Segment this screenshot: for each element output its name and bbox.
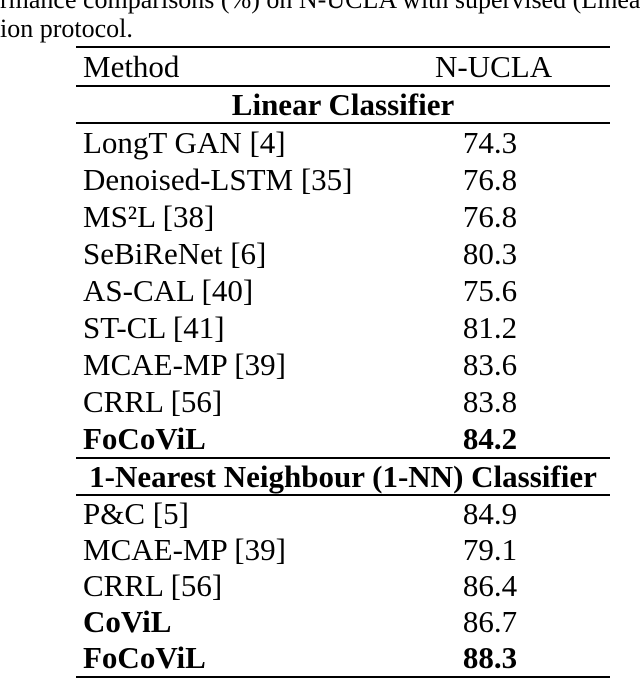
top-rule xyxy=(76,46,610,48)
table-row: FoCoViL 88.3 xyxy=(76,640,610,676)
table-row: FoCoViL 84.2 xyxy=(76,420,610,457)
header-dataset: N-UCLA xyxy=(435,48,553,84)
method-cell: SeBiReNet [6] xyxy=(83,235,267,271)
method-cell: CRRL [56] xyxy=(83,383,223,419)
method-cell: MS²L [38] xyxy=(83,198,215,234)
value-cell: 79.1 xyxy=(462,532,518,567)
table-row: MCAE-MP [39] 79.1 xyxy=(76,532,610,568)
table-row: LongT GAN [4] 74.3 xyxy=(76,124,610,161)
value-cell: 76.8 xyxy=(462,198,518,234)
value-cell: 76.8 xyxy=(462,161,518,197)
method-cell: MCAE-MP [39] xyxy=(83,532,286,567)
method-cell: FoCoViL xyxy=(83,420,206,456)
table-row: CRRL [56] 83.8 xyxy=(76,383,610,420)
mid-rule xyxy=(76,457,610,459)
value-cell: 86.7 xyxy=(462,604,518,639)
value-cell: 80.3 xyxy=(462,235,518,271)
value-cell: 83.6 xyxy=(462,346,518,382)
section-header-1nn: 1-Nearest Neighbour (1-NN) Classifier xyxy=(89,459,597,494)
method-cell: AS-CAL [40] xyxy=(83,272,254,308)
method-cell: LongT GAN [4] xyxy=(83,124,286,160)
section-header-linear: Linear Classifier xyxy=(231,87,455,122)
value-cell: 84.2 xyxy=(462,420,518,456)
mid-rule xyxy=(76,122,610,124)
mid-rule xyxy=(76,85,610,87)
table-row: Denoised-LSTM [35] 76.8 xyxy=(76,161,610,198)
table-row: CoViL 86.7 xyxy=(76,604,610,640)
results-table: Method N-UCLA Linear Classifier LongT GA… xyxy=(76,46,610,678)
caption-line-2: ion protocol. xyxy=(0,14,133,43)
value-cell: 81.2 xyxy=(462,309,518,345)
table-header-row: Method N-UCLA xyxy=(76,48,610,85)
method-cell: ST-CL [41] xyxy=(83,309,225,345)
value-cell: 74.3 xyxy=(462,124,518,160)
table-row: MS²L [38] 76.8 xyxy=(76,198,610,235)
table-row: MCAE-MP [39] 83.6 xyxy=(76,346,610,383)
method-cell: FoCoViL xyxy=(83,640,206,675)
header-method: Method xyxy=(83,48,180,84)
value-cell: 86.4 xyxy=(462,568,518,603)
bottom-rule xyxy=(76,676,610,678)
value-cell: 75.6 xyxy=(462,272,518,308)
method-cell: P&C [5] xyxy=(83,496,189,531)
method-cell: CRRL [56] xyxy=(83,568,223,603)
method-cell: MCAE-MP [39] xyxy=(83,346,286,382)
mid-rule xyxy=(76,494,610,496)
value-cell: 88.3 xyxy=(462,640,518,675)
value-cell: 83.8 xyxy=(462,383,518,419)
table-row: AS-CAL [40] 75.6 xyxy=(76,272,610,309)
caption-line-1: rmance comparisons (%) on N-UCLA with su… xyxy=(0,0,640,15)
table-row: SeBiReNet [6] 80.3 xyxy=(76,235,610,272)
method-cell: CoViL xyxy=(83,604,172,639)
table-row: ST-CL [41] 81.2 xyxy=(76,309,610,346)
table-row: CRRL [56] 86.4 xyxy=(76,568,610,604)
table-row: P&C [5] 84.9 xyxy=(76,496,610,532)
method-cell: Denoised-LSTM [35] xyxy=(83,161,353,197)
value-cell: 84.9 xyxy=(462,496,518,531)
